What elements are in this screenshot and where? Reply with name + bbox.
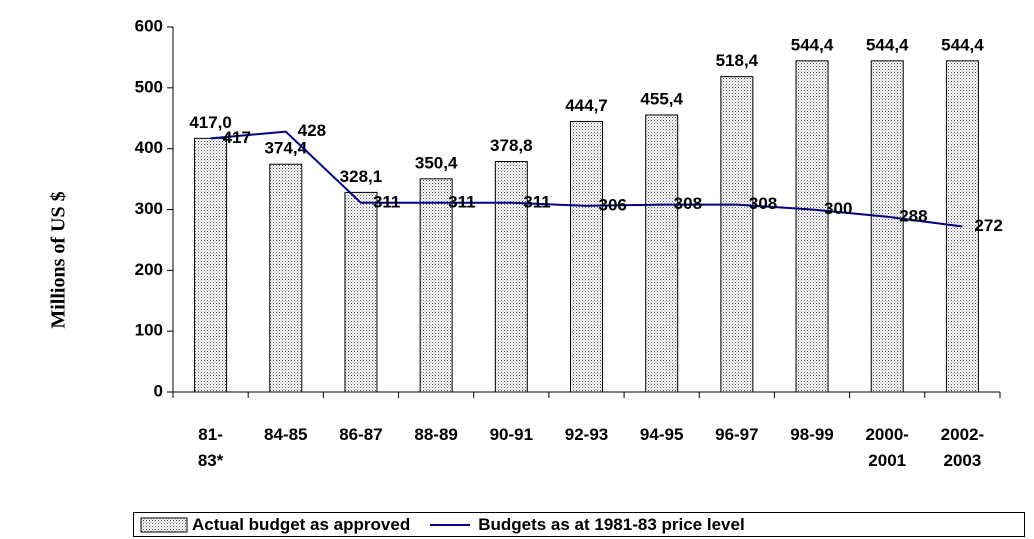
bar — [194, 137, 228, 393]
x-tick-label: 94-95 — [639, 425, 684, 444]
line-label: 288 — [899, 206, 927, 225]
line-label: 300 — [824, 199, 852, 218]
x-tick-label: 86-87 — [339, 425, 383, 444]
bar-label: 444,7 — [565, 96, 608, 115]
y-tick-label: 200 — [135, 260, 163, 279]
bar — [720, 76, 754, 393]
bar — [570, 120, 603, 393]
bar — [870, 60, 904, 393]
y-tick-label: 100 — [135, 321, 163, 340]
line-label: 308 — [674, 194, 702, 213]
bar — [494, 161, 528, 393]
line-label: 308 — [749, 194, 777, 213]
y-tick-label: 600 — [135, 16, 163, 35]
bar — [645, 114, 679, 393]
bar — [344, 191, 378, 393]
y-axis-label: Millions of US $ — [48, 191, 70, 328]
bar-label: 518,4 — [716, 51, 759, 70]
bar-label: 544,4 — [941, 35, 984, 54]
x-tick-label: 2002- 2003 — [940, 425, 985, 470]
legend-swatch-line — [430, 523, 471, 526]
y-tick-label: 300 — [135, 199, 163, 218]
x-tick-label: 2000- 2001 — [865, 425, 909, 470]
x-tick-label: 84-85 — [264, 425, 308, 444]
line-label: 311 — [448, 192, 475, 211]
bar-label: 455,4 — [640, 89, 683, 108]
line — [210, 130, 963, 228]
x-tick-label: 88-89 — [414, 425, 458, 444]
x-tick-label: 96-97 — [715, 425, 759, 444]
y-tick-label: 0 — [154, 381, 163, 400]
bar-label: 544,4 — [866, 35, 909, 54]
x-tick-label: 90-91 — [489, 425, 534, 444]
bar-label: 328,1 — [340, 167, 383, 186]
legend-label: Actual budget as approved — [192, 514, 411, 534]
bar-label: 350,4 — [415, 153, 458, 172]
bar-label: 378,8 — [490, 136, 533, 155]
bar-label: 374,4 — [264, 139, 307, 158]
line-label: 306 — [599, 195, 627, 214]
bar — [795, 60, 829, 393]
bar-label: 544,4 — [791, 35, 834, 54]
legend-label: Budgets as at 1981-83 price level — [478, 514, 745, 534]
y-tick-label: 400 — [135, 138, 163, 157]
x-tick-label: 81- 83* — [197, 425, 224, 470]
bar — [945, 60, 979, 393]
line-label: 311 — [373, 192, 400, 211]
line-label: 311 — [523, 192, 550, 211]
x-tick-label: 92-93 — [564, 425, 609, 444]
x-tick-label: 98-99 — [790, 425, 834, 444]
line-label: 417 — [223, 128, 251, 147]
line-label: 272 — [974, 216, 1002, 235]
legend-swatch-bar — [140, 517, 188, 532]
y-tick-label: 500 — [135, 77, 163, 96]
legend: Actual budget as approved Budgets as at … — [133, 512, 1025, 537]
bar — [419, 178, 453, 393]
bar — [269, 163, 303, 393]
line-label: 428 — [298, 121, 326, 140]
bar-label: 417,0 — [189, 113, 232, 132]
